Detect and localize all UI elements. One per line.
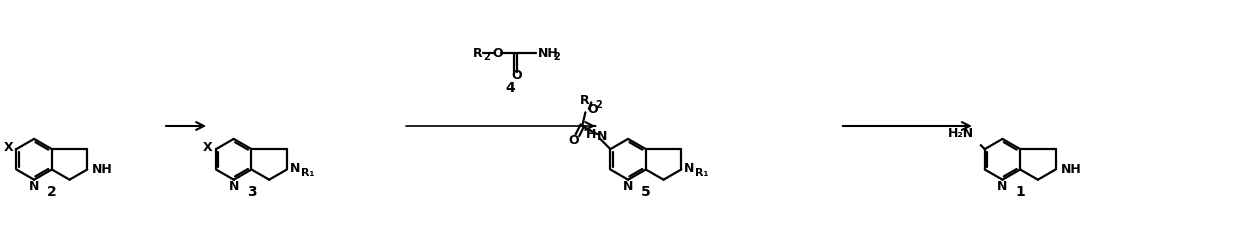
Text: 2: 2: [47, 185, 57, 199]
Text: NH: NH: [92, 163, 113, 176]
Text: N: N: [290, 162, 300, 175]
Text: 5: 5: [641, 185, 651, 199]
Text: R: R: [472, 47, 482, 60]
Text: 4: 4: [506, 81, 516, 95]
Text: N: N: [596, 130, 608, 143]
Text: N: N: [684, 162, 694, 175]
Text: X: X: [4, 141, 12, 154]
Text: O: O: [588, 103, 598, 116]
Text: N: N: [29, 180, 40, 193]
Text: H: H: [585, 128, 596, 141]
Text: O: O: [568, 134, 579, 147]
Text: N: N: [622, 180, 634, 193]
Text: R₁: R₁: [301, 168, 314, 179]
Text: 1: 1: [1016, 185, 1025, 199]
Text: NH: NH: [537, 47, 558, 60]
Text: N: N: [228, 180, 239, 193]
Text: 3: 3: [247, 185, 257, 199]
Text: 2: 2: [595, 100, 603, 110]
Text: 2: 2: [553, 52, 559, 62]
Text: 2: 2: [484, 52, 490, 62]
Text: O: O: [511, 69, 522, 82]
Text: R₁: R₁: [696, 168, 708, 179]
Text: X: X: [203, 141, 212, 154]
Text: H₂N: H₂N: [947, 127, 973, 140]
Text: R: R: [580, 94, 589, 107]
Text: NH: NH: [1060, 163, 1081, 176]
Text: O: O: [492, 47, 503, 60]
Text: N: N: [997, 180, 1008, 193]
